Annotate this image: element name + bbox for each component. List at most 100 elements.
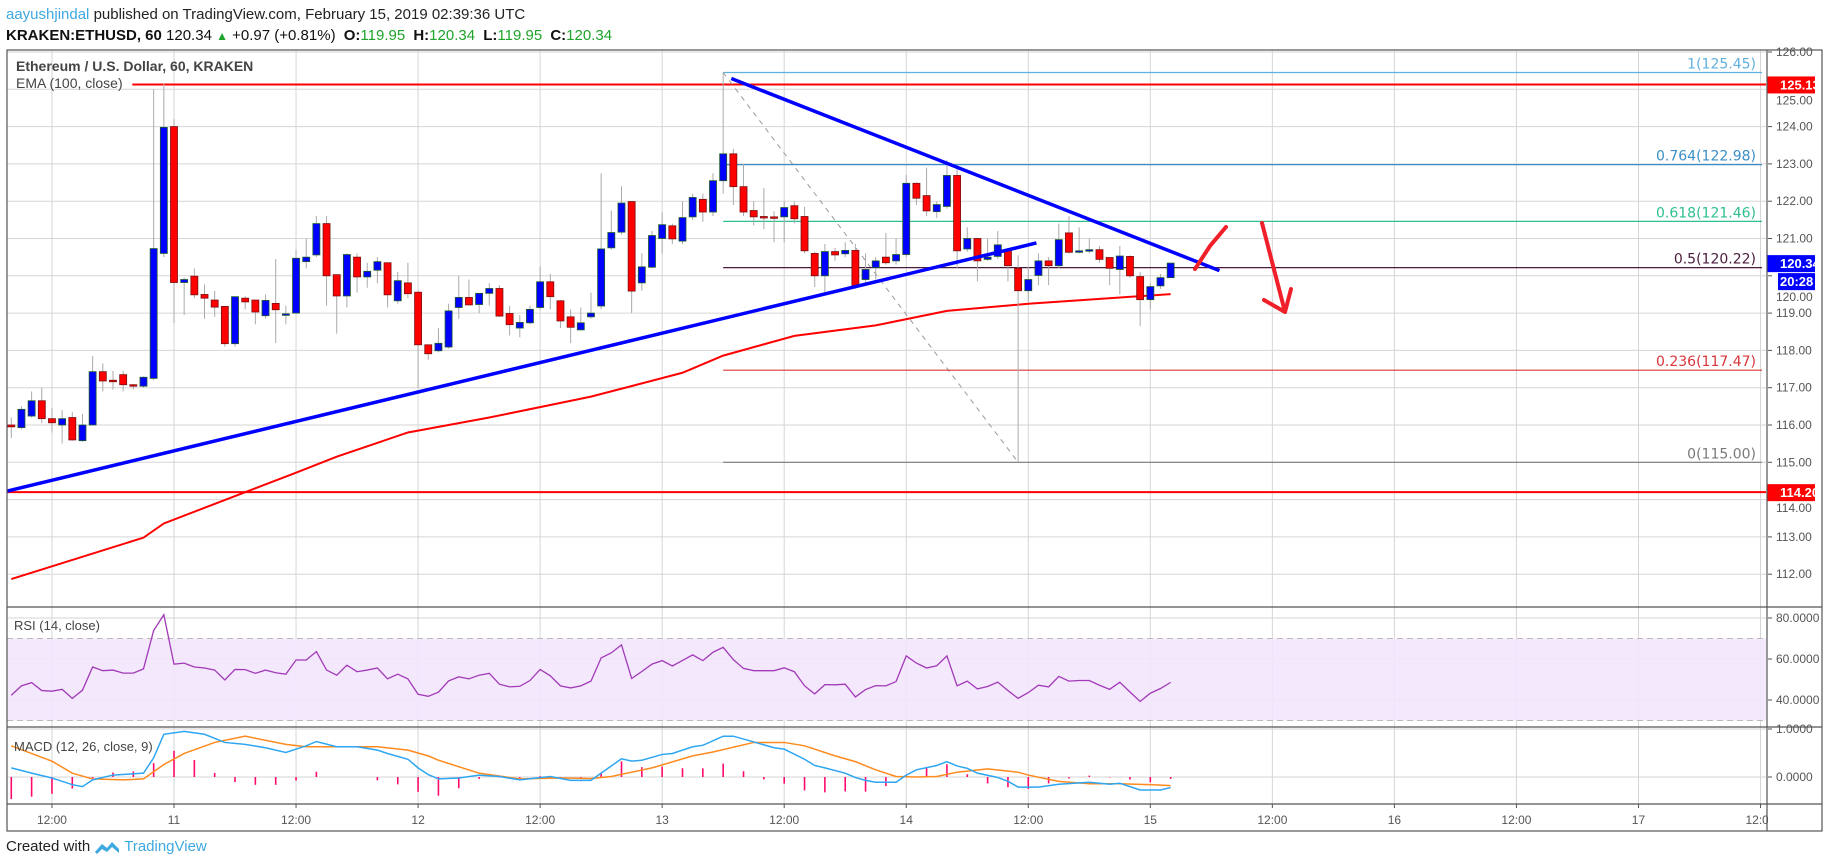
candle-body	[342, 254, 351, 297]
candle	[1146, 283, 1155, 310]
hand-drawn-down-arrow	[1260, 221, 1293, 314]
candle	[566, 309, 575, 343]
footer: Created with TradingView	[6, 838, 207, 855]
time-tick-label: 11	[168, 813, 181, 827]
candle	[1004, 249, 1012, 282]
candle	[1115, 245, 1124, 295]
price-badge	[1767, 76, 1815, 94]
candle-body	[882, 256, 890, 264]
candle-body	[617, 202, 626, 233]
candle-body	[27, 400, 36, 417]
time-tick-label: 15	[1144, 813, 1158, 827]
candle	[861, 253, 870, 284]
candle	[505, 305, 514, 336]
candle	[841, 242, 850, 258]
candle	[241, 296, 250, 310]
candle-body	[139, 376, 148, 387]
candle-body	[698, 198, 707, 213]
price-tick-label: 126.00	[1776, 45, 1813, 59]
candle-body	[1075, 250, 1084, 253]
candle	[749, 201, 758, 226]
candle	[1126, 255, 1134, 278]
candle-body	[1095, 249, 1104, 260]
candle-body	[1065, 232, 1073, 253]
candle-body	[465, 297, 473, 306]
candle	[109, 370, 117, 390]
candle	[180, 277, 189, 315]
candle	[404, 262, 412, 299]
candle	[607, 210, 616, 250]
candle	[434, 328, 443, 353]
candle-body	[383, 262, 392, 296]
candle-body	[1166, 262, 1175, 279]
candle	[281, 305, 290, 325]
candle-body	[200, 294, 209, 299]
indicator-panes	[10, 613, 1172, 800]
candle	[7, 417, 16, 439]
rsi-band-fill	[7, 638, 1766, 721]
candle	[149, 89, 158, 381]
candle-body	[159, 126, 168, 254]
price-badge	[1767, 484, 1815, 502]
candle-body	[515, 322, 524, 329]
candle-body	[210, 299, 219, 308]
rsi-band	[7, 638, 1766, 721]
candle	[200, 284, 209, 319]
candle-body	[729, 153, 738, 188]
candle-body	[576, 322, 585, 331]
candle	[190, 268, 199, 299]
candle-body	[800, 216, 809, 252]
candle-body	[739, 186, 748, 213]
axes[interactable]: 12:00 11 12:00 12 12:00 13 12:00 14 12:00 15 12:00…	[37, 45, 1822, 831]
time-tick-label: 12	[411, 813, 425, 827]
candle-body	[7, 424, 16, 428]
candle	[932, 201, 941, 218]
candle	[495, 285, 504, 317]
candle-body	[719, 153, 728, 182]
candle	[119, 370, 128, 392]
candle	[1166, 262, 1175, 279]
candle-body	[536, 281, 545, 308]
price-badge-label: 125.13	[1780, 77, 1820, 92]
symbol-label: KRAKEN:ETHUSD, 60	[6, 27, 162, 44]
price-badge-label: 114.20	[1780, 485, 1819, 500]
rsi-legend: RSI (14, close)	[14, 618, 100, 633]
candle	[353, 253, 361, 293]
candle-body	[922, 195, 931, 212]
candle	[688, 193, 697, 220]
candle	[719, 72, 728, 194]
candle-body	[1034, 260, 1043, 276]
price-tick-label: 125.00	[1776, 93, 1813, 107]
created-with-text: Created with	[6, 838, 91, 855]
candle	[485, 283, 494, 306]
pane-labels: Ethereum / U.S. Dollar, 60, KRAKEN EMA (…	[14, 58, 253, 754]
author-link[interactable]: aayushjindal	[6, 6, 90, 23]
candle-body	[312, 223, 321, 256]
candle-body	[810, 253, 819, 277]
fib-level-label: 0.5(120.22)	[1674, 252, 1756, 268]
candle	[342, 253, 351, 308]
candle-body	[434, 342, 443, 352]
candle	[587, 292, 595, 319]
price-tick-label: 113.00	[1776, 530, 1812, 544]
candle-body	[251, 299, 260, 313]
close-value: 120.34	[566, 27, 613, 44]
candle-body	[78, 424, 87, 442]
candle-body	[912, 182, 921, 199]
symbol-info-bar: KRAKEN:ETHUSD, 60 120.34 ▲ +0.97 (+0.81%…	[6, 27, 612, 44]
candle	[88, 355, 97, 426]
fib-level-label: 0(115.00)	[1687, 446, 1756, 462]
candle-body	[454, 297, 463, 308]
price-badge	[1778, 273, 1815, 291]
open-value: 119.95	[360, 27, 406, 44]
time-tick-label: 12:00	[769, 813, 799, 827]
candle-body	[587, 312, 595, 318]
candle-body	[505, 313, 514, 326]
candle	[465, 279, 473, 306]
candle-body	[1004, 249, 1012, 267]
candle-body	[37, 400, 46, 420]
tradingview-link[interactable]: TradingView	[124, 838, 207, 855]
candle	[363, 262, 372, 288]
candle	[556, 300, 565, 329]
